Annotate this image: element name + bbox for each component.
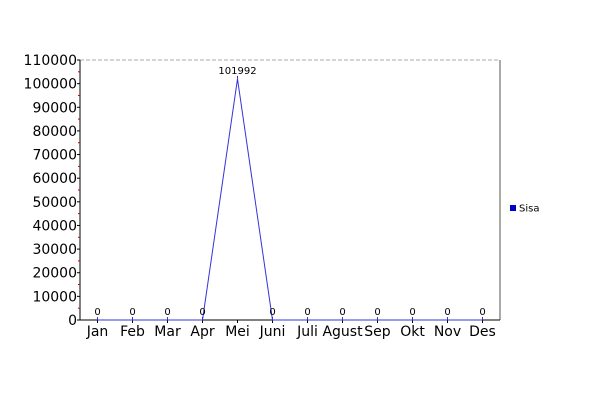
data-label: 0 — [339, 307, 345, 318]
data-label: 0 — [374, 307, 380, 318]
data-label: 0 — [129, 307, 135, 318]
y-tick-label: 20000 — [32, 266, 77, 282]
data-label: 101992 — [218, 66, 256, 77]
x-axis: Jan Feb Mar Apr Mei Juni Juli Agust Sep Okt Nov Des — [80, 319, 500, 340]
data-label: 0 — [444, 307, 450, 318]
y-tick-label: 10000 — [32, 289, 77, 305]
x-tick-label: Agust — [322, 324, 363, 340]
series-sisa — [97, 75, 483, 321]
x-tick-label: Jan — [86, 324, 109, 340]
x-tick-label: Juni — [259, 324, 286, 340]
y-axis: 0 10000 20000 30000 40000 50000 60000 70000 8000… — [24, 53, 81, 329]
x-tick-label: Feb — [120, 324, 145, 340]
data-label: 0 — [199, 307, 205, 318]
y-tick-label: 100000 — [24, 77, 77, 93]
data-label: 0 — [269, 307, 275, 318]
y-tick-label: 0 — [68, 313, 77, 329]
legend-marker-sisa — [510, 205, 516, 211]
series-line — [97, 78, 483, 321]
x-tick-label: Mei — [225, 324, 250, 340]
x-tick-label: Juli — [296, 324, 318, 340]
x-tick-label: Apr — [190, 324, 214, 340]
legend: Sisa — [510, 204, 539, 215]
data-label: 0 — [409, 307, 415, 318]
y-tick-label: 40000 — [32, 218, 77, 234]
y-tick-label: 110000 — [24, 53, 77, 69]
data-label: 0 — [164, 307, 170, 318]
plot-area — [80, 60, 500, 320]
y-tick-label: 80000 — [32, 124, 77, 140]
legend-label-sisa: Sisa — [519, 204, 539, 215]
x-tick-label: Mar — [154, 324, 181, 340]
y-tick-label: 50000 — [32, 195, 77, 211]
data-label: 0 — [94, 307, 100, 318]
data-labels: 0 0 0 0 101992 0 0 0 0 0 0 0 — [94, 66, 485, 318]
y-tick-label: 30000 — [32, 242, 77, 258]
x-tick-label: Sep — [364, 324, 391, 340]
x-tick-label: Nov — [434, 324, 461, 340]
y-tick-label: 70000 — [32, 148, 77, 164]
y-tick-label: 60000 — [32, 171, 77, 187]
data-label: 0 — [479, 307, 485, 318]
x-tick-label: Des — [469, 324, 496, 340]
x-tick-label: Okt — [400, 324, 425, 340]
y-tick-label: 90000 — [32, 100, 77, 116]
data-label: 0 — [304, 307, 310, 318]
